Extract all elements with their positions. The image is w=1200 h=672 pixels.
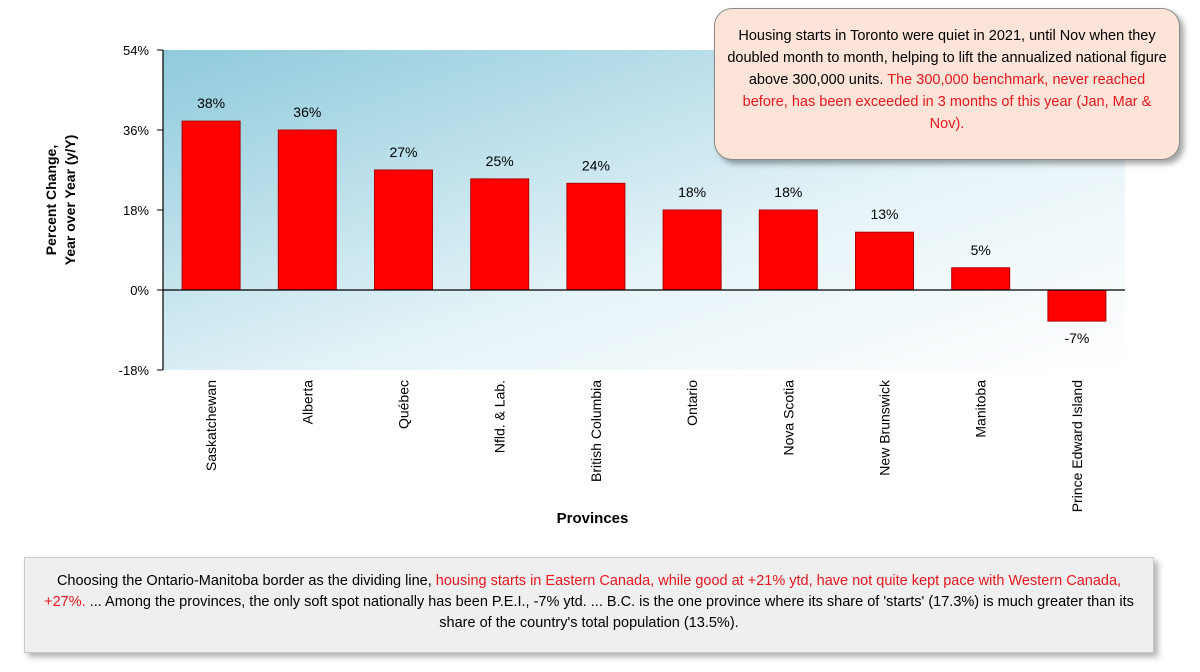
x-tick-label: Québec — [396, 380, 412, 429]
bar — [374, 169, 433, 291]
x-tick-label: British Columbia — [588, 380, 604, 482]
toronto-callout: Housing starts in Toronto were quiet in … — [714, 8, 1180, 160]
x-tick-label: Manitoba — [973, 380, 989, 438]
bar — [1047, 289, 1107, 322]
data-label: 25% — [486, 153, 514, 169]
summary-text-intro: Choosing the Ontario-Manitoba border as … — [56, 573, 432, 589]
y-tick-label: 54% — [123, 43, 149, 58]
bar — [181, 120, 241, 291]
y-axis-title-line-2: Year over Year (y/Y) — [62, 134, 78, 266]
data-label: 5% — [971, 242, 991, 258]
x-tick-label: Saskatchewan — [203, 380, 219, 471]
summary-text-highlight: housing starts in Eastern Canada, while … — [44, 573, 1122, 610]
y-tick-label: 36% — [123, 123, 149, 138]
toronto-callout-text: Housing starts in Toronto were quiet in … — [727, 28, 1167, 88]
y-axis-title-line-1: Percent Change, — [43, 144, 59, 256]
data-label: 27% — [389, 144, 417, 160]
y-tick-label: 18% — [123, 203, 149, 218]
y-tick-label: -18% — [119, 363, 150, 378]
x-tick-label: Nova Scotia — [780, 380, 796, 456]
bar — [758, 209, 818, 291]
x-tick-label: Alberta — [299, 380, 315, 425]
bar — [951, 267, 1011, 291]
summary-callout: Choosing the Ontario-Manitoba border as … — [24, 557, 1154, 653]
y-axis-title: Percent Change, Year over Year (y/Y) — [6, 70, 116, 330]
x-tick-label: Ontario — [684, 380, 700, 426]
bar — [855, 231, 914, 291]
bar — [277, 129, 337, 291]
data-label: 24% — [582, 157, 610, 173]
data-label: 38% — [197, 95, 225, 111]
x-axis-title: Provinces — [556, 510, 629, 527]
summary-text-rest: ... Among the provinces, the only soft s… — [89, 594, 1134, 631]
data-label: 18% — [774, 184, 802, 200]
data-label: -7% — [1064, 330, 1089, 346]
bar — [470, 178, 530, 291]
x-tick-label: New Brunswick — [877, 379, 893, 476]
data-label: 36% — [293, 104, 321, 120]
data-label: 18% — [678, 184, 706, 200]
bar — [662, 209, 722, 291]
toronto-callout-highlight: The 300,000 benchmark, never reached bef… — [742, 72, 1152, 132]
x-tick-label: Prince Edward Island — [1069, 380, 1085, 512]
data-label: 13% — [870, 206, 898, 222]
x-tick-label: Nfld. & Lab. — [492, 380, 508, 453]
bar — [566, 182, 626, 291]
y-tick-label: 0% — [130, 283, 149, 298]
